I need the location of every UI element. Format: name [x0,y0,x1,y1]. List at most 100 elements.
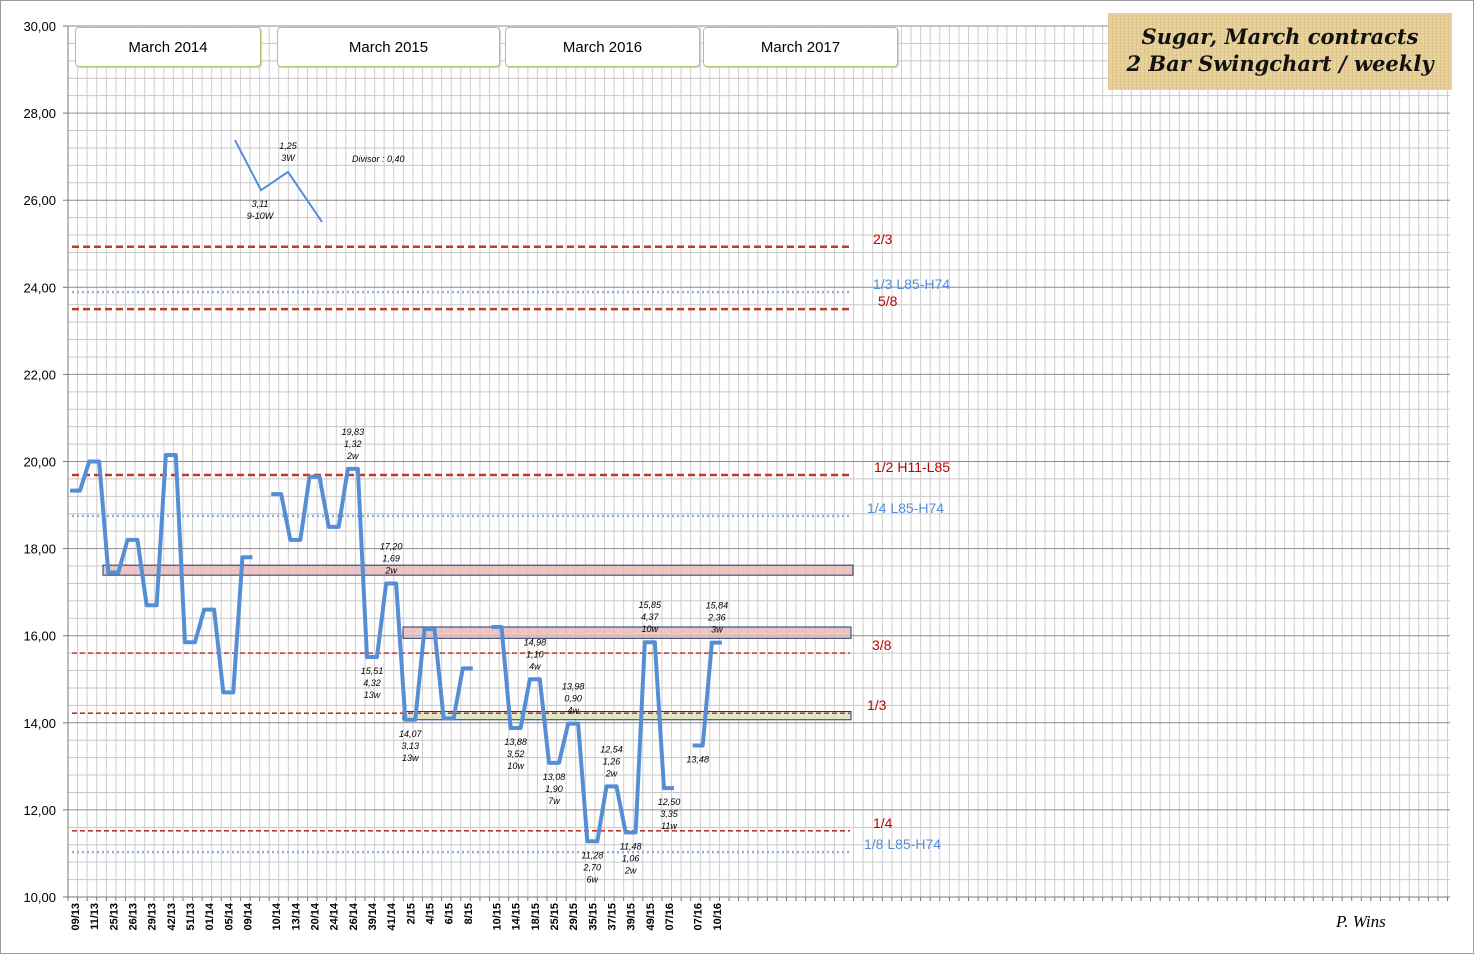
y-tick-label: 30,00 [23,19,56,34]
swing-annotation: 7w [548,796,560,806]
x-tick-label: 18/15 [530,903,542,931]
contract-button-march-2016[interactable]: March 2016 [505,27,700,67]
level-label: 3/8 [872,637,892,653]
swing-annotation: 2,70 [583,862,602,872]
x-tick-label: 07/16 [693,903,705,931]
swing-annotation: 3,13 [402,741,420,751]
x-tick-label: 2/15 [405,903,417,924]
y-tick-label: 16,00 [23,629,56,644]
y-tick-label: 20,00 [23,455,56,470]
x-tick-label: 14/15 [511,903,523,931]
price-swing-line [70,452,253,695]
x-tick-label: 4/15 [424,903,436,924]
swing-annotation: 3,52 [507,749,525,759]
price-swing-line [692,640,722,748]
legend-sketch-note: 9-10W [247,211,275,221]
x-tick-label: 20/14 [310,902,322,930]
swing-annotation: 1,69 [382,553,400,563]
support-band-pink [402,626,852,639]
swing-annotation: 10w [507,761,524,771]
swing-annotation: 2w [605,768,618,778]
price-swing-line [491,624,674,844]
x-tick-label: 25/13 [108,903,120,931]
x-tick-label: 11/13 [89,903,101,930]
swing-annotation: 4w [567,706,579,716]
swing-annotation: 13w [402,753,419,763]
title-line-1: Sugar, March contracts [1141,24,1419,49]
swing-annotation: 12,54 [600,744,623,754]
level-label: 1/4 [873,815,893,831]
legend-sketch-note: 1,25 [279,141,298,151]
swing-annotation: 15,51 [361,666,384,676]
x-tick-label: 35/15 [587,903,599,931]
swing-annotation: 15,84 [706,601,729,611]
y-tick-label: 22,00 [23,367,56,382]
y-tick-label: 24,00 [23,280,56,295]
chart-title: Sugar, March contracts 2 Bar Swingchart … [1108,13,1452,90]
swing-annotation: 1,10 [526,649,544,659]
y-tick-label: 12,00 [23,803,56,818]
swing-annotation: 2w [346,451,359,461]
x-tick-label: 07/16 [664,903,676,931]
swing-annotation: 2,36 [707,613,726,623]
y-tick-label: 28,00 [23,106,56,121]
legend-sketch-line [234,139,323,223]
swing-annotation: 0,90 [564,694,582,704]
level-label: 5/8 [878,293,898,309]
contract-button-march-2014[interactable]: March 2014 [75,27,261,67]
swing-annotation: 4,37 [641,612,660,622]
x-tick-label: 51/13 [185,903,197,931]
x-tick-label: 39/15 [626,903,638,931]
y-tick-label: 26,00 [23,193,56,208]
swing-annotation: 2w [384,565,397,575]
title-line-2: 2 Bar Swingchart / weekly [1126,51,1434,76]
swing-annotation: 19,83 [342,427,365,437]
x-tick-label: 10/14 [271,902,283,930]
contract-button-march-2017[interactable]: March 2017 [703,27,898,67]
x-tick-label: 49/15 [645,903,657,931]
swing-annotation: 11,28 [581,850,603,860]
swing-annotation: 11w [661,821,677,831]
level-label: 2/3 [873,231,893,247]
y-tick-label: 18,00 [23,542,56,557]
level-label: 1/4 L85-H74 [867,500,944,516]
swing-annotation: 17,20 [380,541,403,551]
x-tick-label: 25/15 [549,903,561,931]
x-tick-label: 10/15 [492,903,504,931]
x-tick-label: 09/14 [242,902,254,930]
level-label: 1/3 L85-H74 [873,276,950,292]
swing-annotation: 1,06 [622,854,640,864]
y-tick-label: 10,00 [23,890,56,905]
x-tick-label: 09/13 [70,903,82,931]
support-band-pink [102,564,854,576]
x-tick-label: 39/14 [367,902,379,930]
swing-annotation: 13,48 [686,754,709,764]
legend-sketch-note: 3,11 [252,199,269,209]
x-tick-label: 41/14 [386,902,398,930]
x-tick-label: 13/14 [290,902,302,930]
swing-annotation: 13,88 [504,737,527,747]
x-tick-label: 24/14 [329,902,341,930]
level-label: 1/2 H11-L85 [874,459,950,475]
x-tick-label: 37/15 [606,903,618,931]
contract-button-march-2015[interactable]: March 2015 [277,27,500,67]
swing-annotation: 1,26 [603,756,621,766]
swing-annotation: 1,90 [545,784,563,794]
swing-annotation: 13,98 [562,682,585,692]
x-tick-label: 42/13 [166,903,178,931]
swing-annotation: 15,85 [639,600,663,610]
x-tick-label: 26/13 [127,903,139,931]
support-band-green [402,710,852,721]
author-signature: P. Wins [1336,912,1386,931]
y-tick-label: 14,00 [23,716,56,731]
x-tick-label: 29/15 [568,903,580,931]
swing-annotation: 13w [364,690,381,700]
x-tick-label: 6/15 [444,903,456,924]
swing-annotation: 14,07 [399,729,423,739]
x-tick-label: 8/15 [463,903,475,924]
swing-annotation: 14,98 [524,637,547,647]
swing-annotation: 2w [624,866,637,876]
x-tick-label: 10/16 [712,903,724,931]
swing-annotation: 12,50 [658,797,681,807]
